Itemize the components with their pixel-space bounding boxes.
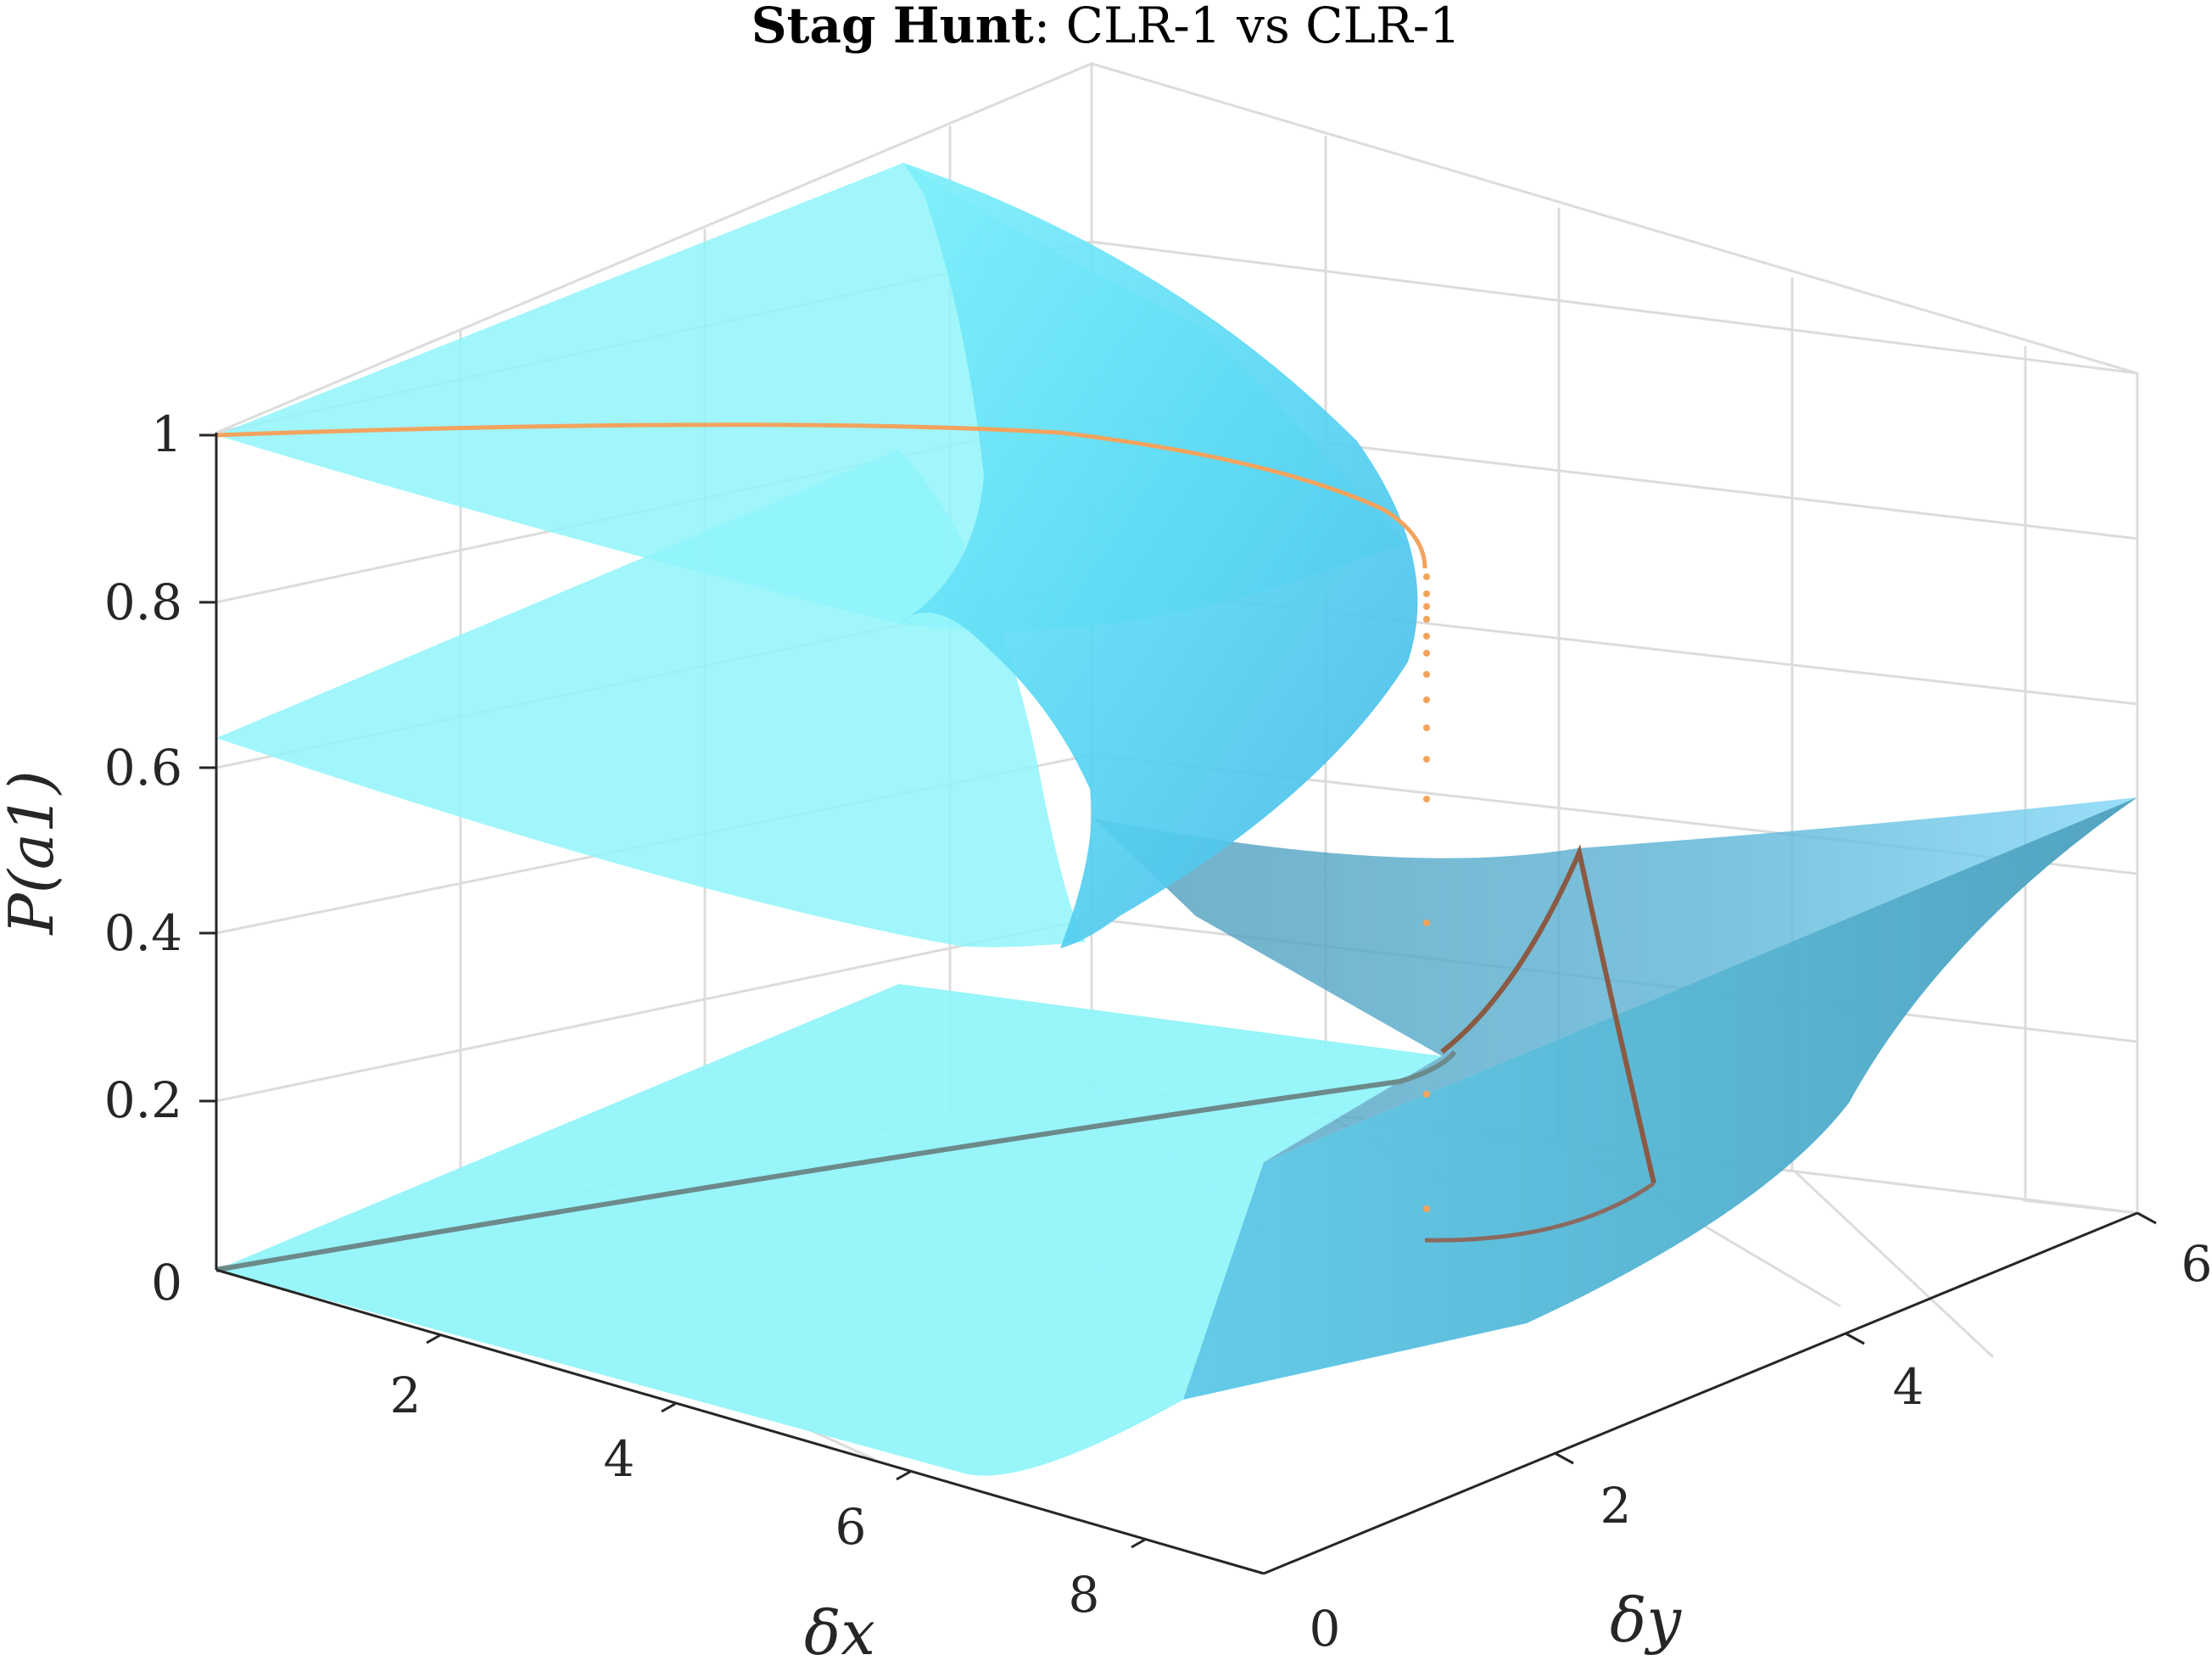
z-tick-label: 0.4 [104,904,182,962]
z-tick-label: 0.6 [104,739,182,797]
x-tick-label: 4 [604,1430,635,1488]
z-tick-label: 0 [151,1254,182,1311]
surface-right-side [1183,797,2137,1400]
y-axis-line [1263,1211,2138,1575]
y-tick-label: 6 [2181,1235,2212,1293]
z-axis-label: P(a1) [0,770,67,936]
x-axis-label: δx [804,1597,875,1666]
chart-title-rest: : CLR-1 vs CLR-1 [1034,0,1461,54]
surface-lower-branch [216,984,1442,1476]
trajectory-dots [1423,573,1430,1212]
y-tick-label: 2 [1600,1477,1632,1535]
y-tick-label: 0 [1310,1600,1341,1658]
chart-title: Stag Hunt: CLR-1 vs CLR-1 [751,0,1461,54]
z-tick-labels: 0 0.2 0.4 0.6 0.8 1 [104,405,182,1311]
axes [199,433,2157,1575]
trajectory-lower-line [215,1050,1457,1272]
z-tick-label: 1 [151,405,182,463]
y-tick-label: 4 [1893,1358,1924,1416]
y-axis-label: δy [1610,1585,1682,1656]
trajectory [215,422,1656,1272]
chart-title-bold: Stag Hunt [751,0,1034,54]
z-tick-label: 0.2 [104,1071,182,1129]
trajectory-peak [1440,844,1656,1184]
surface-fold [899,163,1418,948]
surface-right-plateau [1094,797,2137,1162]
trajectory-upper [215,422,1427,569]
x-tick-labels: 2 4 6 8 [390,1367,1100,1624]
x-tick-label: 6 [835,1498,867,1556]
x-tick-label: 8 [1069,1566,1100,1624]
trajectory-return [1424,1181,1656,1243]
z-tick-label: 0.8 [104,573,182,631]
z-axis-ticks [199,433,216,1103]
y-axis-ticks [1554,1211,2157,1465]
x-axis-line [215,1268,1265,1575]
y-tick-labels: 0 2 4 6 [1310,1235,2212,1658]
x-tick-label: 2 [390,1367,422,1424]
surface [216,163,2137,1476]
x-axis-ticks [426,1333,1146,1549]
